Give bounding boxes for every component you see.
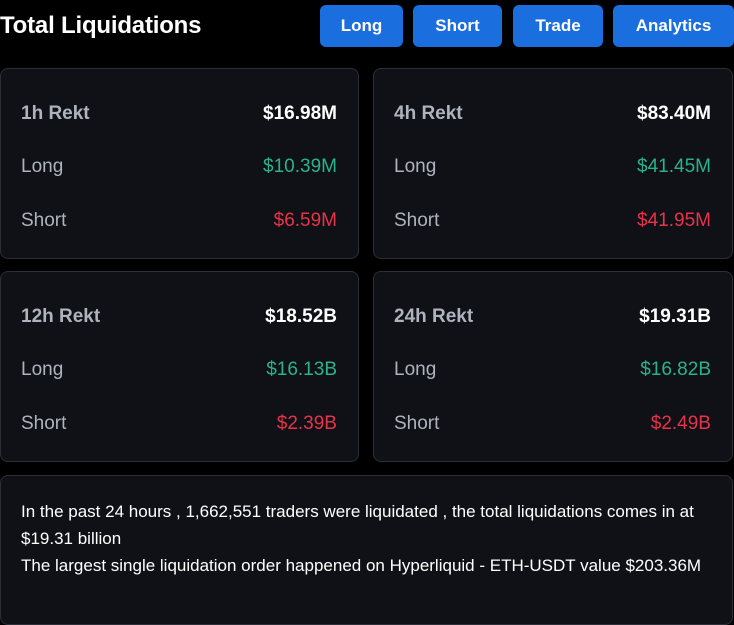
liquidation-summary-panel: In the past 24 hours , 1,662,551 traders… (0, 475, 733, 625)
liquidation-card-24h: 24h Rekt $19.31B Long $16.82B Short $2.4… (373, 271, 733, 462)
card-period-label: 12h Rekt (21, 306, 101, 327)
card-short-row: Short $6.59M (21, 207, 337, 235)
card-short-label: Short (21, 413, 67, 434)
card-long-value: $41.45M (637, 156, 711, 177)
card-short-row: Short $2.49B (394, 410, 711, 438)
page-title: Total Liquidations (0, 12, 202, 39)
card-long-label: Long (21, 359, 64, 380)
card-short-value: $2.39B (276, 413, 337, 434)
card-short-value: $2.49B (650, 413, 711, 434)
card-total-row: 12h Rekt $18.52B (21, 303, 337, 331)
card-short-value: $41.95M (637, 210, 711, 231)
card-total-row: 24h Rekt $19.31B (394, 303, 711, 331)
card-long-row: Long $41.45M (394, 153, 711, 181)
liquidation-card-1h: 1h Rekt $16.98M Long $10.39M Short $6.59… (0, 68, 359, 259)
card-short-label: Short (394, 413, 440, 434)
card-long-label: Long (394, 359, 437, 380)
card-total-value: $18.52B (265, 306, 337, 327)
summary-largest-order-text: The largest single liquidation order hap… (21, 556, 702, 575)
card-period-label: 1h Rekt (21, 103, 90, 124)
card-total-value: $83.40M (637, 103, 711, 124)
card-long-label: Long (21, 156, 64, 177)
card-short-label: Short (394, 210, 440, 231)
liquidation-card-4h: 4h Rekt $83.40M Long $41.45M Short $41.9… (373, 68, 733, 259)
card-total-value: $16.98M (263, 103, 337, 124)
card-short-label: Short (21, 210, 67, 231)
card-long-value: $10.39M (263, 156, 337, 177)
trade-button[interactable]: Trade (513, 5, 603, 47)
analytics-button[interactable]: Analytics (613, 5, 734, 47)
card-period-label: 24h Rekt (394, 306, 474, 327)
card-long-value: $16.82B (640, 359, 711, 380)
liquidation-card-12h: 12h Rekt $18.52B Long $16.13B Short $2.3… (0, 271, 359, 462)
card-short-value: $6.59M (273, 210, 337, 231)
long-button[interactable]: Long (320, 5, 403, 47)
card-long-label: Long (394, 156, 437, 177)
card-long-row: Long $10.39M (21, 153, 337, 181)
card-long-row: Long $16.82B (394, 356, 711, 384)
card-long-row: Long $16.13B (21, 356, 337, 384)
card-short-row: Short $2.39B (21, 410, 337, 438)
card-total-value: $19.31B (639, 306, 711, 327)
card-total-row: 4h Rekt $83.40M (394, 100, 711, 128)
card-period-label: 4h Rekt (394, 103, 463, 124)
card-total-row: 1h Rekt $16.98M (21, 100, 337, 128)
card-short-row: Short $41.95M (394, 207, 711, 235)
short-button[interactable]: Short (413, 5, 502, 47)
summary-traders-text: In the past 24 hours , 1,662,551 traders… (21, 502, 694, 548)
card-long-value: $16.13B (266, 359, 337, 380)
